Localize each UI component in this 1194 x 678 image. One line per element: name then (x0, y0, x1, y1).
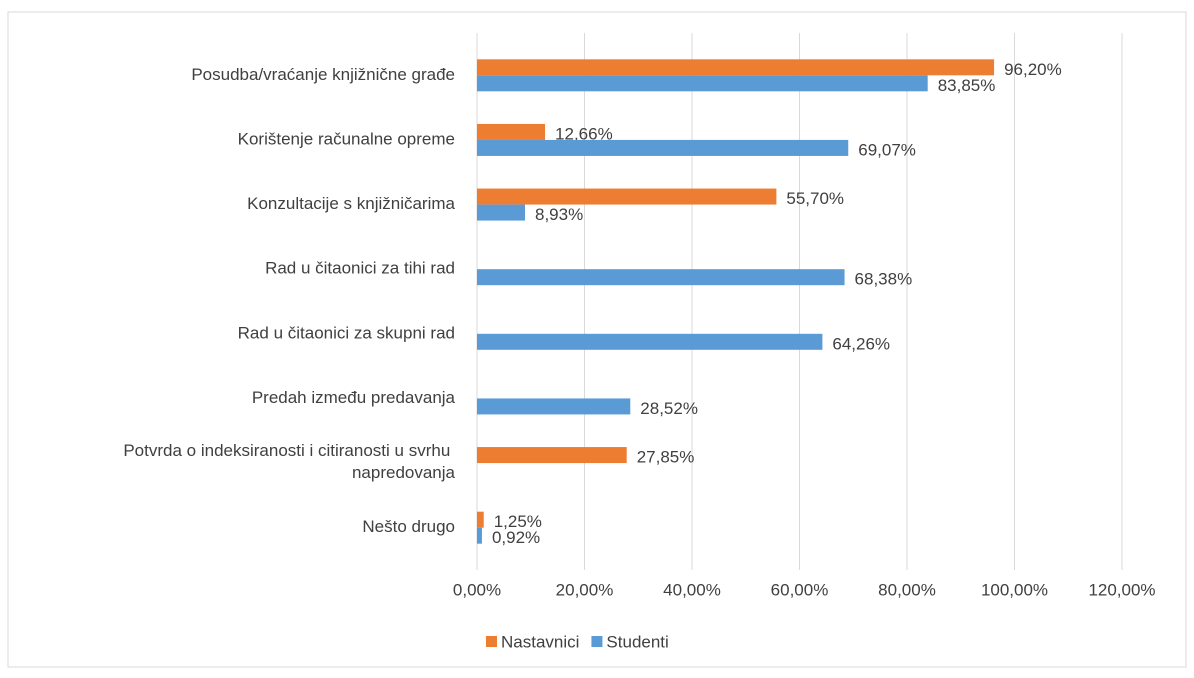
legend-swatch (486, 636, 497, 647)
y-tick-label: Konzultacije s knjižničarima (247, 194, 455, 213)
x-tick-label: 60,00% (771, 580, 829, 599)
y-tick-label: Predah između predavanja (252, 388, 456, 407)
y-tick-label: Rad u čitaonici za skupni rad (238, 323, 455, 342)
legend-label: Studenti (606, 632, 668, 651)
y-tick-label: Posudba/vraćanje knjižnične građe (191, 65, 455, 84)
data-label: 0,92% (492, 528, 540, 547)
bar (477, 59, 995, 76)
y-tick-label: Rad u čitaonici za tihi rad (265, 259, 455, 278)
bar (477, 123, 546, 140)
x-tick-label: 100,00% (981, 580, 1048, 599)
data-label: 83,85% (938, 76, 996, 95)
x-tick-label: 0,00% (453, 580, 501, 599)
bar (477, 204, 525, 221)
bar (477, 269, 845, 286)
data-label: 27,85% (637, 448, 695, 467)
bar (477, 527, 482, 544)
data-label: 28,52% (640, 399, 698, 418)
bar (477, 139, 849, 156)
x-tick-label: 40,00% (663, 580, 721, 599)
legend-label: Nastavnici (501, 632, 579, 651)
y-tick-label: Nešto drugo (362, 517, 455, 536)
y-tick-label: Korištenje računalne opreme (238, 129, 455, 148)
bar (477, 511, 484, 528)
data-label: 8,93% (535, 205, 583, 224)
x-tick-label: 20,00% (556, 580, 614, 599)
data-label: 12,66% (555, 124, 613, 143)
bar (477, 398, 631, 415)
data-label: 96,20% (1004, 60, 1062, 79)
y-tick-label: Potvrda o indeksiranosti i citiranosti u… (123, 442, 455, 483)
legend-swatch (591, 636, 603, 647)
data-label: 69,07% (858, 140, 916, 159)
data-label: 55,70% (786, 189, 844, 208)
bar (477, 188, 777, 205)
data-label: 64,26% (832, 334, 890, 353)
data-label: 1,25% (494, 512, 542, 531)
data-label: 68,38% (855, 270, 913, 289)
bar (477, 333, 823, 350)
bar (477, 447, 627, 464)
x-tick-label: 80,00% (878, 580, 936, 599)
bar (477, 75, 928, 92)
x-tick-label: 120,00% (1088, 580, 1155, 599)
